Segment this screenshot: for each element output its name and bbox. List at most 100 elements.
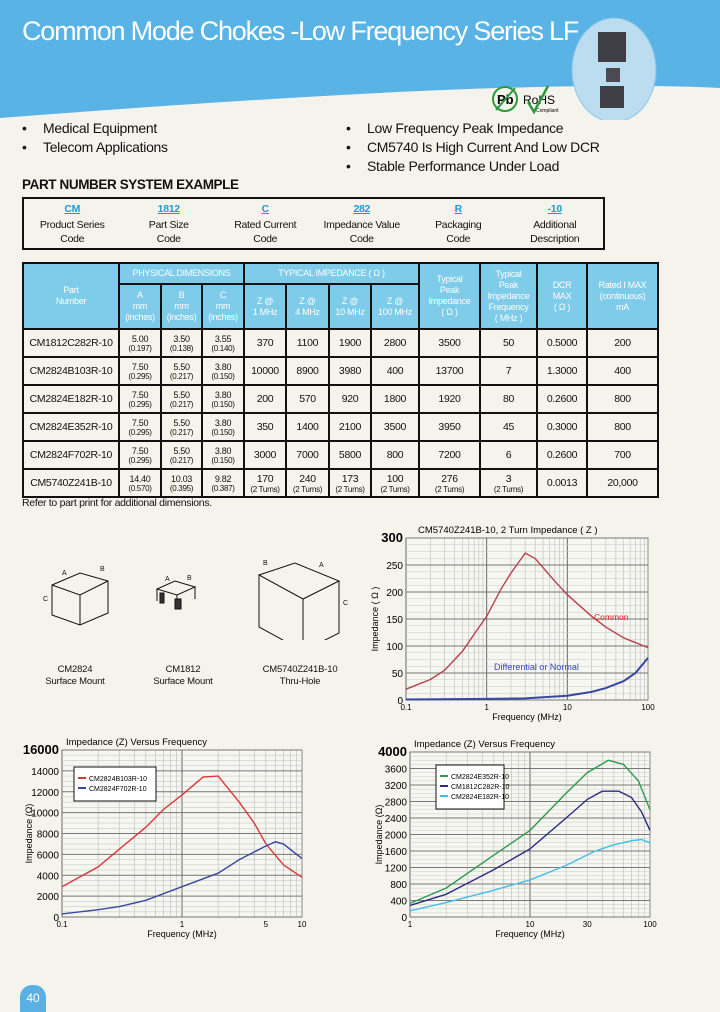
- series-line-cm2824e182r-10: [409, 838, 651, 912]
- cell-freq: 7: [479, 356, 538, 386]
- svg-text:A: A: [62, 570, 67, 577]
- svg-text:B: B: [100, 566, 105, 573]
- part-number-segment: CM Product Series Code: [24, 199, 121, 248]
- cell-a: 5.00 (0.197): [118, 328, 162, 358]
- spec-table: Part Number PHYSICAL DIMENSIONS TYPICAL I…: [22, 262, 659, 498]
- cell-z100: 800: [370, 440, 420, 470]
- x-tick-label: 10: [526, 920, 535, 929]
- package-drawings: A B C A B B A C: [43, 560, 348, 640]
- x-axis-label: Frequency (MHz): [495, 929, 565, 939]
- part-number-segment: C Rated Current Code: [217, 199, 314, 248]
- svg-text:C: C: [43, 596, 48, 603]
- cell-a: 7.50 (0.295): [118, 356, 162, 386]
- y-axis-label: Impedance (Ω): [24, 804, 34, 864]
- cell-z10: 173 (2 Turns): [328, 468, 372, 498]
- header-physical-dimensions: PHYSICAL DIMENSIONS: [118, 262, 245, 285]
- cell-peak: 276 (2 Turns): [418, 468, 481, 498]
- legend-label: CM2824E352R-10: [451, 774, 509, 781]
- cell-z1: 350: [243, 412, 287, 442]
- segment-code: 1812: [157, 203, 180, 215]
- y-tick-label: 0: [397, 696, 403, 707]
- y-axis-label: Impedance (Ω): [374, 805, 384, 865]
- x-tick-label: 10: [298, 920, 307, 929]
- cell-c: 3.80 (0.150): [201, 412, 245, 442]
- cell-c: 3.80 (0.150): [201, 356, 245, 386]
- header-dcr: DCR MAX( Ω ): [536, 262, 588, 330]
- cell-dcr: 1.3000: [536, 356, 588, 386]
- cell-z100: 2800: [370, 328, 420, 358]
- y-tick-label: 10000: [31, 809, 59, 820]
- y-tick-label: 3600: [385, 765, 408, 776]
- y-axis-label: Impedance ( Ω ): [370, 587, 380, 652]
- cell-c: 3.80 (0.150): [201, 440, 245, 470]
- subheader: Z @4 MHz: [285, 283, 330, 330]
- x-axis-label: Frequency (MHz): [147, 929, 217, 939]
- cell-imax: 800: [586, 384, 659, 414]
- chart-title: Impedance (Z) Versus Frequency: [66, 737, 207, 748]
- table-row: CM1812C282R-10 5.00 (0.197) 3.50 (0.138) 3.55…: [22, 328, 659, 358]
- cell-z100: 400: [370, 356, 420, 386]
- chart-cm5740-impedance: 0 50 100 150 200 250 300 0.1 1 10 100 Frequency (MH…: [370, 525, 655, 722]
- segment-code: C: [261, 203, 270, 215]
- legend-label: CM2824B103R-10: [89, 776, 147, 783]
- segment-code: -10: [547, 203, 563, 215]
- cell-a: 7.50 (0.295): [118, 384, 162, 414]
- segment-label: Code: [156, 233, 181, 245]
- cell-imax: 200: [586, 328, 659, 358]
- page-title: Common Mode Chokes -Low Frequency Series…: [22, 16, 579, 46]
- cm5740-drawing: B A C: [257, 560, 348, 640]
- cell-imax: 800: [586, 412, 659, 442]
- cell-peak: 13700: [418, 356, 481, 386]
- series-line-cm2824e352r-10: [409, 759, 651, 905]
- chart-title: Impedance (Z) Versus Frequency: [414, 739, 555, 750]
- svg-text:A: A: [165, 576, 170, 583]
- y-tick-label: 1600: [385, 847, 408, 858]
- svg-text:B: B: [187, 575, 192, 582]
- series-line-cm1812c282r-10: [409, 790, 651, 907]
- cell-freq: 3 (2 Turns): [479, 468, 538, 498]
- legend-label: CM2824F702R-10: [89, 786, 147, 793]
- cell-imax: 400: [586, 356, 659, 386]
- cell-z1: 170 (2 Turns): [243, 468, 287, 498]
- y-tick-label: 16000: [23, 742, 59, 757]
- segment-code: R: [454, 203, 463, 215]
- cell-dcr: 0.0013: [536, 468, 588, 498]
- y-tick-label: 6000: [37, 850, 60, 861]
- cell-freq: 80: [479, 384, 538, 414]
- cell-dcr: 0.2600: [536, 384, 588, 414]
- series-label: Differential or Normal: [494, 662, 579, 672]
- part-number-segment: 1812 Part Size Code: [121, 199, 218, 248]
- cell-z10: 1900: [328, 328, 372, 358]
- feature-item: Medical Equipment: [22, 120, 168, 139]
- rohs-icon: RoHS: [523, 93, 555, 107]
- y-tick-label: 12000: [31, 788, 59, 799]
- cell-peak: 1920: [418, 384, 481, 414]
- y-tick-label: 250: [386, 561, 403, 572]
- cell-imax: 20,000: [586, 468, 659, 498]
- cell-dcr: 0.3000: [536, 412, 588, 442]
- feature-item: CM5740 Is High Current And Low DCR: [346, 139, 600, 158]
- y-tick-label: 0: [401, 913, 407, 924]
- part-number-segment: -10 Additional Description: [507, 199, 604, 248]
- series-line-cm2824f702r-10: [61, 841, 303, 915]
- legend-box: [73, 766, 157, 802]
- drawing-caption-cm5740: CM5740Z241B-10 Thru-Hole: [262, 664, 338, 687]
- y-tick-label: 2000: [385, 831, 408, 842]
- segment-label: Code: [446, 233, 471, 245]
- cell-z4: 240 (2 Turns): [285, 468, 330, 498]
- segment-label: Part Size: [148, 219, 189, 231]
- x-tick-label: 0.1: [400, 703, 412, 712]
- y-tick-label: 50: [392, 669, 404, 680]
- table-row: CM2824F702R-10 7.50 (0.295) 5.50 (0.217) 3.80…: [22, 440, 659, 470]
- part-number-segment: R Packaging Code: [410, 199, 507, 248]
- cell-a: 7.50 (0.295): [118, 440, 162, 470]
- x-axis-label: Frequency (MHz): [492, 712, 562, 722]
- header-peak: Typical Peak Impedance( Ω ): [418, 262, 481, 330]
- y-tick-label: 2400: [385, 814, 408, 825]
- cell-z4: 1400: [285, 412, 330, 442]
- y-tick-label: 2000: [37, 892, 60, 903]
- cell-freq: 50: [479, 328, 538, 358]
- cell-part: CM2824B103R-10: [22, 356, 120, 386]
